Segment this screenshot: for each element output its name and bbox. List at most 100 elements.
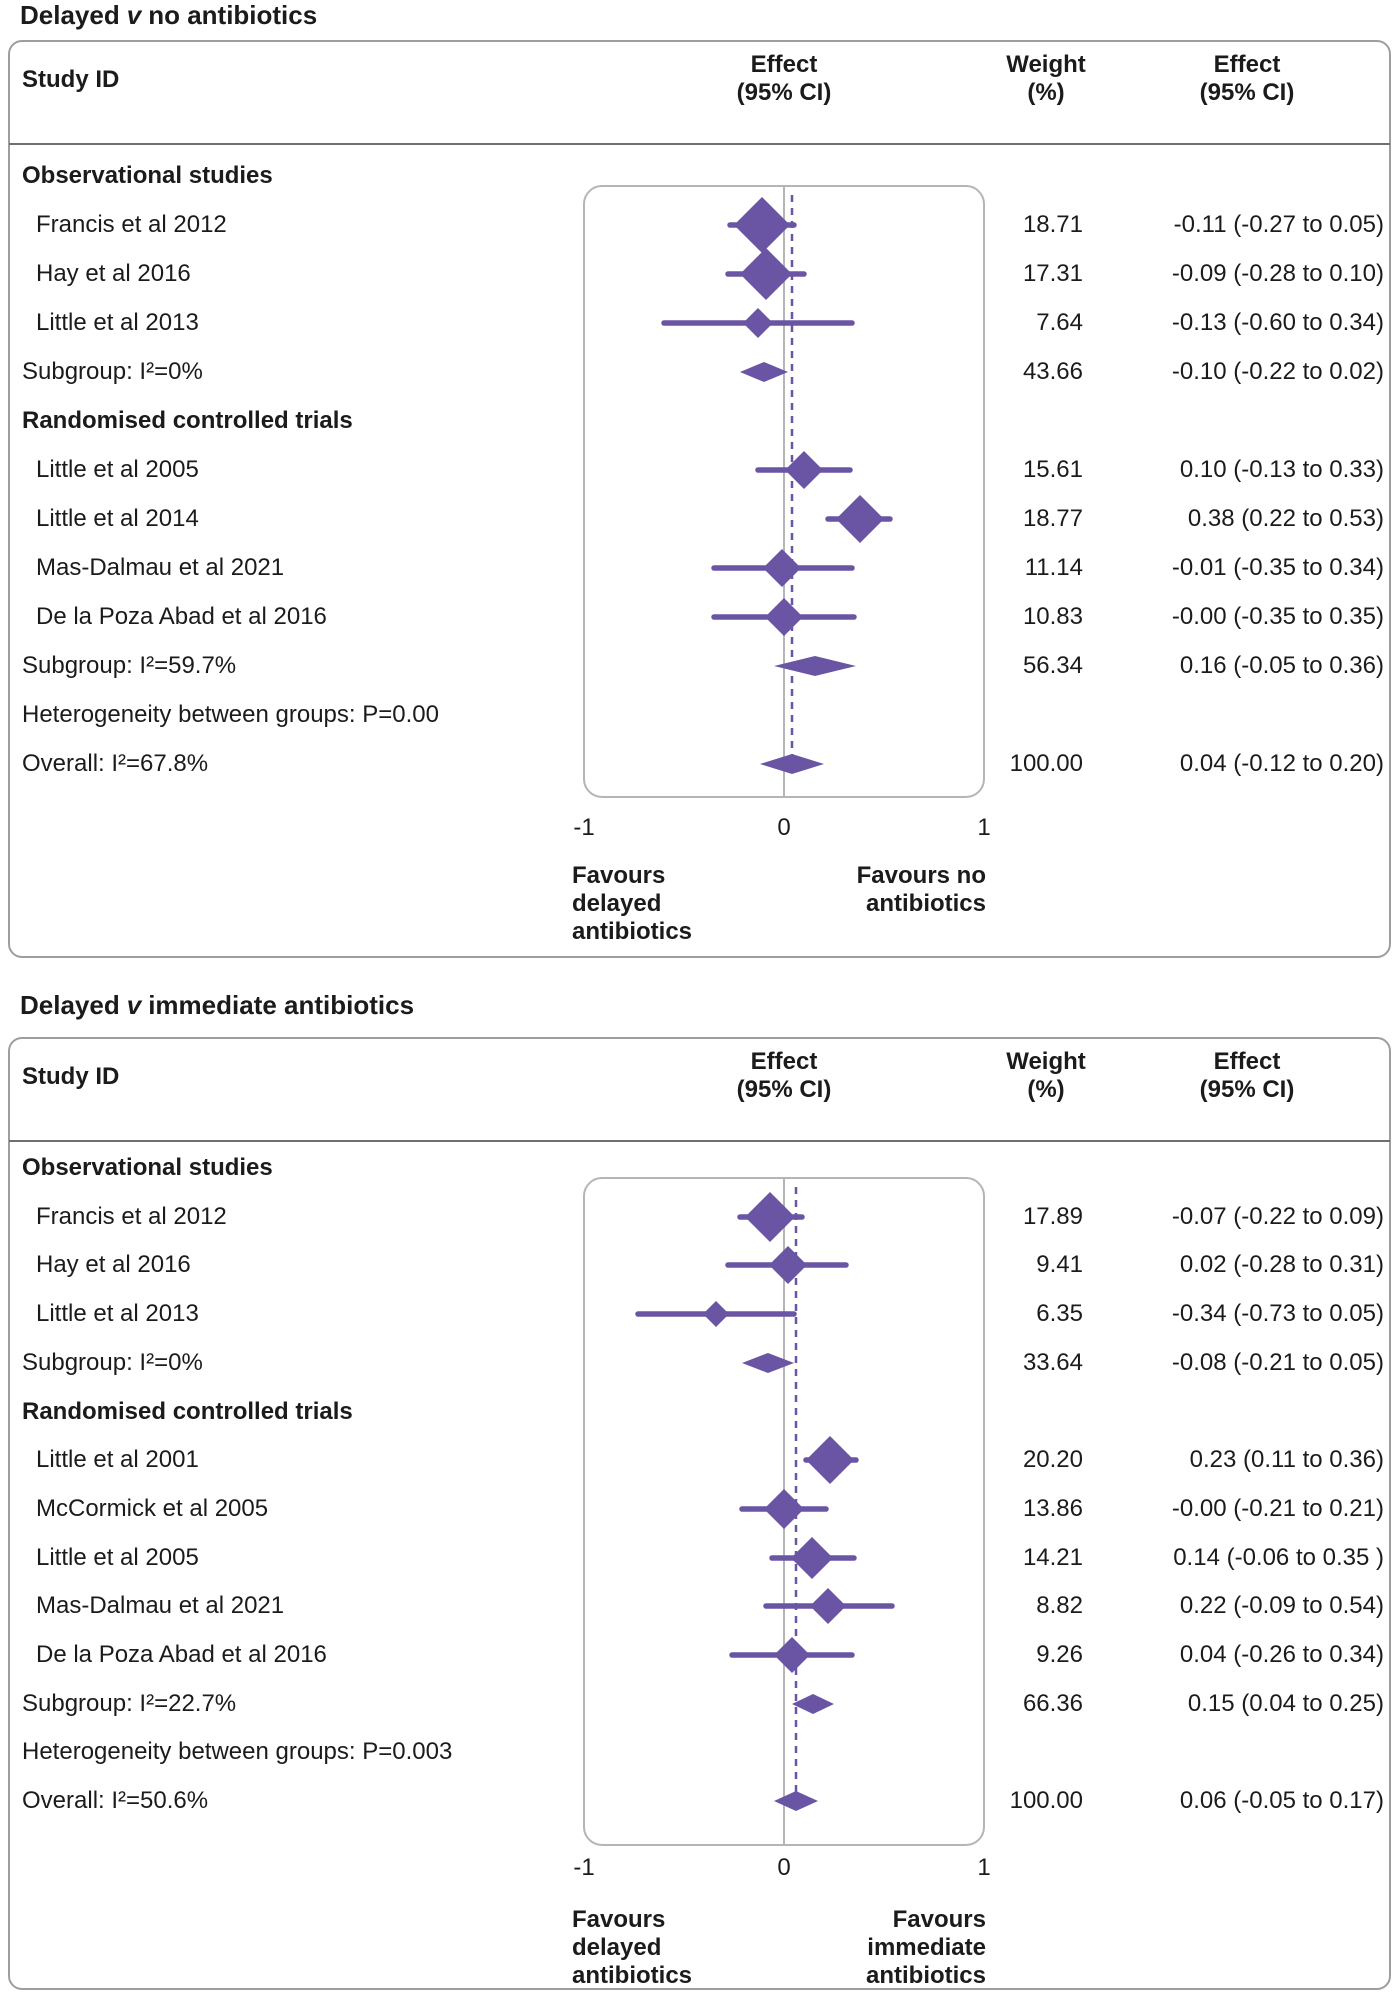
x-tick-label: -1: [573, 1854, 595, 1881]
x-tick-label: 0: [777, 814, 791, 841]
column-header-study-id: Study ID: [22, 66, 120, 93]
effect-ci-value: -0.34 (-0.73 to 0.05): [1171, 1300, 1384, 1327]
column-header-effect-line2: (95% CI): [736, 79, 832, 106]
weight-value: 17.89: [1022, 1203, 1083, 1230]
text-row-label: Heterogeneity between groups: P=0.00: [22, 701, 439, 728]
study-row-label: Little et al 2013: [36, 1300, 199, 1327]
subgroup-row-label: Subgroup: I²=59.7%: [22, 652, 237, 679]
effect-ci-value: 0.04 (-0.26 to 0.34): [1179, 1641, 1384, 1668]
effect-ci-value: -0.00 (-0.21 to 0.21): [1171, 1495, 1384, 1522]
favours-left-line: antibiotics: [572, 918, 693, 945]
panel-title: Delayed v immediate antibiotics: [20, 990, 414, 1021]
effect-ci-value: 0.16 (-0.05 to 0.36): [1179, 652, 1384, 679]
weight-value: 11.14: [1024, 554, 1083, 581]
weight-value: 10.83: [1022, 603, 1083, 630]
effect-ci-value: 0.04 (-0.12 to 0.20): [1179, 750, 1384, 777]
text-row-label: Heterogeneity between groups: P=0.003: [22, 1738, 453, 1765]
effect-ci-value: -0.11 (-0.27 to 0.05): [1173, 211, 1384, 238]
section-label: Observational studies: [22, 162, 273, 189]
column-header-weight-line2: (%): [1027, 79, 1065, 106]
panel-border-box: [8, 1037, 1391, 1990]
column-header-weight-line1: Weight: [1006, 51, 1086, 78]
study-row-label: McCormick et al 2005: [36, 1495, 269, 1522]
panel-border-box: [8, 40, 1391, 958]
effect-ci-value: -0.13 (-0.60 to 0.34): [1171, 309, 1384, 336]
panel-title-prefix: Delayed: [20, 0, 120, 30]
weight-value: 66.36: [1022, 1690, 1083, 1717]
x-tick-label: 1: [977, 814, 991, 841]
study-row-label: Hay et al 2016: [36, 260, 191, 287]
favours-left-line: delayed: [572, 890, 662, 917]
column-header-effect-ci-line1: Effect: [1213, 1048, 1281, 1075]
weight-value: 14.21: [1022, 1544, 1083, 1571]
favours-right-line: Favours no: [856, 862, 986, 889]
weight-value: 43.66: [1022, 358, 1083, 385]
column-header-effect-ci: Effect (95% CI): [1167, 51, 1327, 107]
weight-value: 6.35: [1036, 1300, 1083, 1327]
effect-ci-value: -0.10 (-0.22 to 0.02): [1171, 358, 1384, 385]
panel-title: Delayed v no antibiotics: [20, 0, 317, 31]
weight-value: 100.00: [1009, 1787, 1083, 1814]
column-header-effect-line1: Effect: [750, 51, 818, 78]
panel-title-suffix: no antibiotics: [148, 0, 318, 30]
subgroup-row-label: Subgroup: I²=0%: [22, 358, 203, 385]
favours-right-label: Favours no antibiotics: [724, 862, 986, 918]
panel-title-versus: v: [126, 990, 142, 1020]
study-row-label: Little et al 2013: [36, 309, 199, 336]
column-header-effect-ci-line1: Effect: [1213, 51, 1281, 78]
column-header-weight: Weight (%): [966, 1048, 1126, 1104]
column-header-effect-ci: Effect (95% CI): [1167, 1048, 1327, 1104]
subgroup-row-label: Subgroup: I²=0%: [22, 1349, 203, 1376]
weight-value: 20.20: [1022, 1446, 1083, 1473]
effect-ci-value: -0.09 (-0.28 to 0.10): [1171, 260, 1384, 287]
weight-value: 18.71: [1022, 211, 1083, 238]
effect-ci-value: 0.15 (0.04 to 0.25): [1187, 1690, 1384, 1717]
favours-left-line: Favours: [572, 862, 666, 889]
favours-right-line: Favours: [892, 1906, 986, 1933]
overall-row-label: Overall: I²=67.8%: [22, 750, 209, 777]
study-row-label: Francis et al 2012: [36, 211, 227, 238]
x-tick-label: 1: [977, 1854, 991, 1881]
study-row-label: Little et al 2005: [36, 1544, 199, 1571]
column-header-study-id: Study ID: [22, 1063, 120, 1090]
column-header-effect-line1: Effect: [750, 1048, 818, 1075]
column-header-weight-line1: Weight: [1006, 1048, 1086, 1075]
favours-right-line: antibiotics: [865, 1962, 986, 1989]
section-label: Randomised controlled trials: [22, 1398, 353, 1425]
column-header-effect-line2: (95% CI): [736, 1076, 832, 1103]
subgroup-row-label: Subgroup: I²=22.7%: [22, 1690, 237, 1717]
study-row-label: Little et al 2001: [36, 1446, 199, 1473]
weight-value: 18.77: [1022, 505, 1083, 532]
study-row-label: Mas-Dalmau et al 2021: [36, 1592, 285, 1619]
effect-ci-value: 0.02 (-0.28 to 0.31): [1179, 1251, 1384, 1278]
weight-value: 17.31: [1022, 260, 1083, 287]
column-header-effect-plot: Effect (95% CI): [704, 1048, 864, 1104]
x-tick-label: 0: [777, 1854, 791, 1881]
x-tick-label: -1: [573, 814, 595, 841]
effect-ci-value: -0.07 (-0.22 to 0.09): [1171, 1203, 1384, 1230]
panel-title-prefix: Delayed: [20, 990, 120, 1020]
effect-ci-value: -0.01 (-0.35 to 0.34): [1171, 554, 1384, 581]
weight-value: 100.00: [1009, 750, 1083, 777]
section-label: Randomised controlled trials: [22, 407, 353, 434]
weight-value: 15.61: [1022, 456, 1083, 483]
weight-value: 9.26: [1036, 1641, 1083, 1668]
weight-value: 7.64: [1036, 309, 1083, 336]
weight-value: 56.34: [1022, 652, 1083, 679]
panel-title-versus: v: [126, 0, 142, 30]
header-separator: [9, 1140, 1390, 1142]
study-row-label: Hay et al 2016: [36, 1251, 191, 1278]
favours-right-label: Favours immediate antibiotics: [724, 1906, 986, 1990]
study-row-label: Francis et al 2012: [36, 1203, 227, 1230]
favours-left-line: delayed: [572, 1934, 662, 1961]
study-row-label: Little et al 2014: [36, 505, 199, 532]
favours-right-line: antibiotics: [865, 890, 986, 917]
effect-ci-value: -0.00 (-0.35 to 0.35): [1171, 603, 1384, 630]
column-header-effect-plot: Effect (95% CI): [704, 51, 864, 107]
panel-title-suffix: immediate antibiotics: [148, 990, 415, 1020]
effect-ci-value: 0.22 (-0.09 to 0.54): [1179, 1592, 1384, 1619]
favours-right-line: immediate: [867, 1934, 986, 1961]
effect-ci-value: 0.14 (-0.06 to 0.35 ): [1173, 1544, 1384, 1571]
favours-left-line: antibiotics: [572, 1962, 693, 1989]
